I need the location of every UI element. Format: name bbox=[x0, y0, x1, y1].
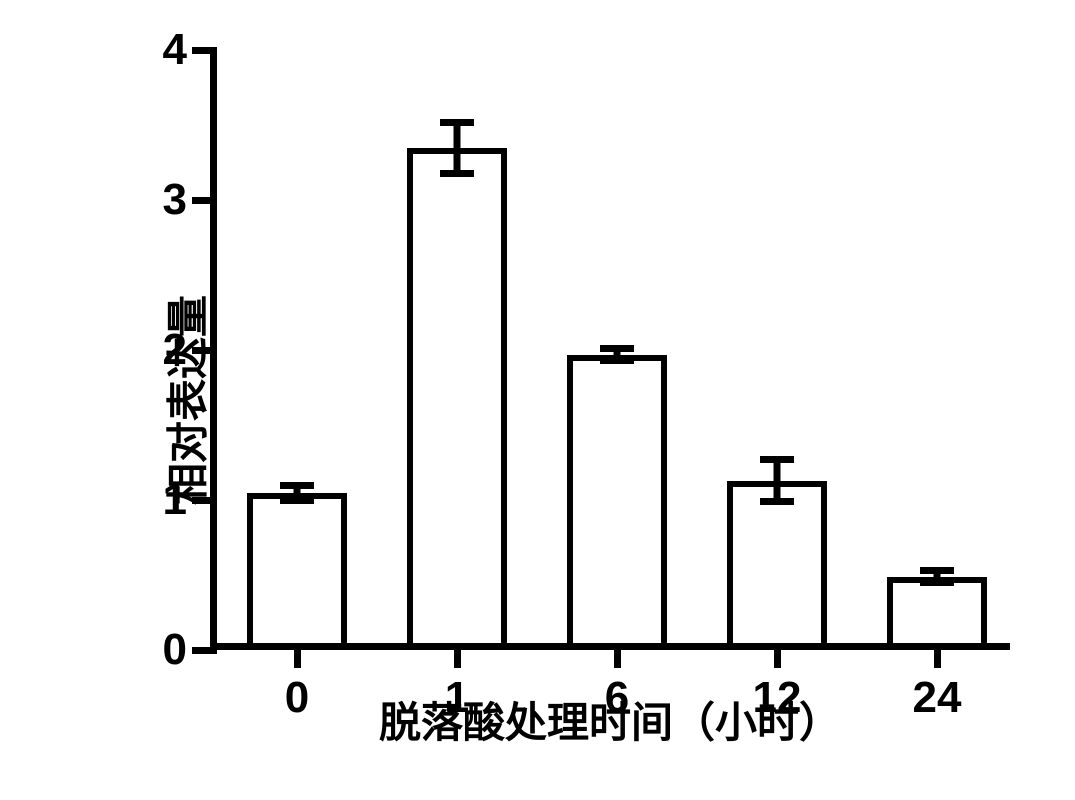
x-axis-label: 脱落酸处理时间（小时） bbox=[379, 689, 841, 750]
bar bbox=[407, 148, 506, 643]
y-tick bbox=[192, 47, 217, 54]
plot-area: 012340161224 bbox=[210, 50, 1010, 650]
y-tick-label: 2 bbox=[142, 325, 187, 375]
x-tick bbox=[454, 643, 461, 668]
bar bbox=[567, 355, 666, 643]
y-tick bbox=[192, 647, 217, 654]
y-tick bbox=[192, 197, 217, 204]
x-tick-label: 0 bbox=[285, 673, 309, 723]
bar bbox=[887, 577, 986, 643]
bar bbox=[727, 481, 826, 643]
y-tick bbox=[192, 347, 217, 354]
y-tick-label: 4 bbox=[142, 25, 187, 75]
y-tick bbox=[192, 497, 217, 504]
y-tick-label: 3 bbox=[142, 175, 187, 225]
x-tick bbox=[774, 643, 781, 668]
x-tick bbox=[294, 643, 301, 668]
x-tick bbox=[934, 643, 941, 668]
bar-chart: 相对表达量 012340161224 脱落酸处理时间（小时） bbox=[150, 40, 1030, 760]
y-tick-label: 0 bbox=[142, 625, 187, 675]
bar bbox=[247, 493, 346, 643]
x-tick-label: 24 bbox=[913, 673, 962, 723]
y-tick-label: 1 bbox=[142, 475, 187, 525]
x-tick bbox=[614, 643, 621, 668]
